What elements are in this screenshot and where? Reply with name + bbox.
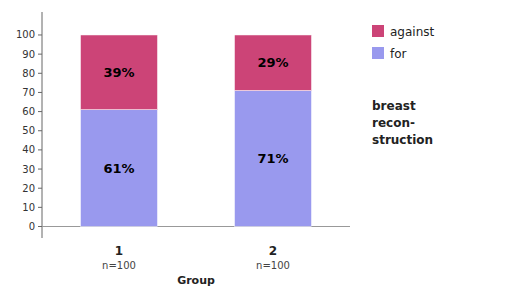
y-tick (38, 226, 42, 227)
y-tick-label: 100 (16, 29, 35, 40)
bar-segment (235, 91, 312, 227)
y-tick (38, 149, 42, 150)
y-tick (38, 34, 42, 35)
y-tick (38, 54, 42, 55)
y-tick-label: 30 (22, 164, 35, 175)
bar-segment (81, 110, 158, 227)
annotation: n=100 (256, 260, 290, 271)
y-tick (38, 207, 42, 208)
chart: 0 10 20 30 40 50 60 70 80 90 100 1 n=100 2 n=100 61% 39%… (0, 0, 514, 289)
bars (81, 35, 312, 227)
data-label: 61% (103, 161, 134, 176)
y-tick (38, 169, 42, 170)
y-tick (38, 130, 42, 131)
annotation: struction (372, 133, 433, 147)
y-tick-label: 80 (22, 68, 35, 79)
bar-segment (235, 35, 312, 91)
x-axis-label: Group (177, 274, 215, 287)
category-label: 2 (269, 244, 277, 258)
annotation: n=100 (102, 260, 136, 271)
y-tick-label: 50 (22, 125, 35, 136)
y-tick (38, 111, 42, 112)
y-tick-label: 40 (22, 144, 35, 155)
category-label: 1 (115, 244, 123, 258)
annotation: recon- (372, 116, 415, 130)
bar-segment (81, 35, 158, 110)
data-label: 71% (257, 151, 288, 166)
y-tick (38, 188, 42, 189)
legend-label: against (390, 25, 435, 39)
y-axis-line (42, 12, 43, 238)
y-tick-label: 60 (22, 106, 35, 117)
data-label: 39% (103, 65, 134, 80)
y-tick (38, 73, 42, 74)
y-tick (38, 92, 42, 93)
y-tick-label: 10 (22, 202, 35, 213)
legend-swatch (372, 47, 384, 59)
data-label: 29% (257, 55, 288, 70)
y-tick-label: 0 (29, 221, 35, 232)
y-tick-label: 20 (22, 183, 35, 194)
annotation: breast (372, 99, 416, 113)
legend-swatch (372, 25, 384, 37)
y-tick-label: 70 (22, 87, 35, 98)
y-tick-label: 90 (22, 49, 35, 60)
legend-label: for (390, 47, 407, 61)
